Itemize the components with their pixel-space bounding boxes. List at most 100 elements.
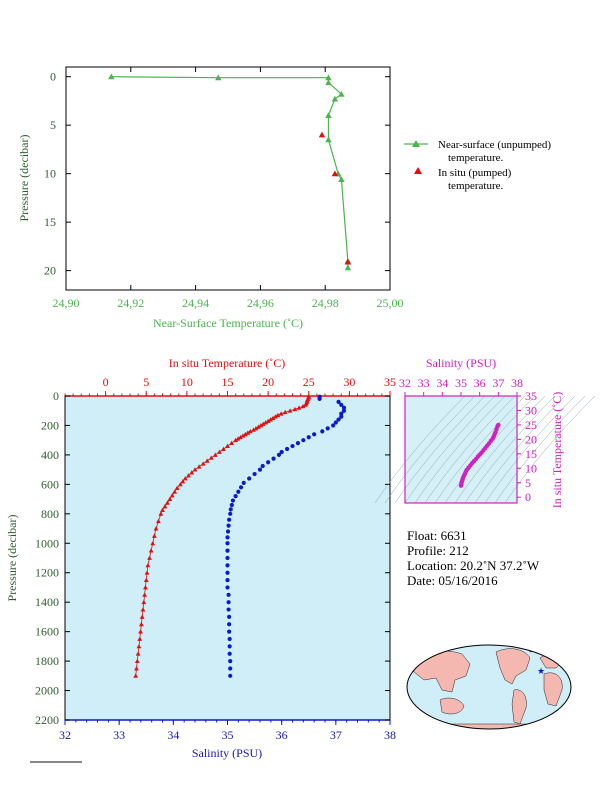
salinity-axis-tick-label: 33 bbox=[113, 728, 125, 742]
temperature-profile-point bbox=[282, 409, 288, 415]
temperature-profile-point bbox=[134, 666, 139, 671]
main-y-axis-label: Pressure (decibar) bbox=[5, 515, 19, 602]
salinity-axis-tick-label: 37 bbox=[330, 728, 342, 742]
salinity-profile-point bbox=[306, 435, 311, 440]
temperature-profile-point bbox=[233, 437, 239, 443]
temperature-profile-point bbox=[247, 428, 253, 434]
ts-temp-tick-label: 35 bbox=[525, 389, 537, 403]
salinity-profile-point bbox=[252, 471, 257, 477]
ts-salinity-tick-label: 36 bbox=[474, 376, 486, 390]
salinity-profile-point bbox=[257, 467, 263, 472]
temperature-profile-point bbox=[169, 493, 175, 498]
pressure-tick-label: 200 bbox=[41, 418, 59, 432]
ts-temp-tick-label: 25 bbox=[525, 418, 537, 432]
map-land-australia bbox=[439, 697, 465, 715]
map-land-africa bbox=[543, 672, 563, 707]
ts-salinity-tick-label: 34 bbox=[436, 376, 448, 390]
temperature-profile-point bbox=[150, 540, 156, 546]
temperature-profile-point bbox=[160, 507, 165, 513]
temperature-profile-point bbox=[134, 658, 140, 664]
temperature-profile-point bbox=[143, 577, 149, 583]
temperature-profile-point bbox=[196, 464, 202, 469]
pressure-tick-label: 1000 bbox=[35, 536, 59, 550]
temperature-profile-point bbox=[172, 489, 178, 494]
profile-date: Date: 05/16/2016 bbox=[407, 573, 498, 588]
salinity-profile-point bbox=[290, 443, 295, 449]
temperature-profile-point bbox=[138, 621, 144, 627]
salinity-profile-point bbox=[339, 411, 344, 416]
temperature-profile-point bbox=[221, 446, 226, 451]
profile-number: Profile: 212 bbox=[407, 543, 469, 558]
top-y-tick-label: 0 bbox=[50, 70, 56, 84]
temp-axis-tick-label: 30 bbox=[343, 375, 355, 389]
ts-salinity-tick-label: 33 bbox=[418, 376, 430, 390]
ts-isopycnal-line bbox=[384, 395, 476, 504]
ts-isopycnal-line bbox=[494, 395, 586, 504]
top-x-tick-label: 24,92 bbox=[117, 296, 144, 310]
ts-isopycnal-line bbox=[464, 395, 556, 504]
map-land-north-america bbox=[495, 648, 531, 685]
temp-axis-tick-label: 5 bbox=[143, 375, 149, 389]
insitu-temperature-point bbox=[331, 170, 339, 177]
unpumped-temperature-point bbox=[215, 74, 222, 81]
temperature-profile-point bbox=[144, 570, 150, 575]
top-x-tick-label: 24,98 bbox=[312, 296, 339, 310]
salinity-profile-point bbox=[241, 480, 246, 485]
top-y-tick-label: 5 bbox=[50, 118, 56, 132]
temp-axis-tick-label: 25 bbox=[303, 375, 315, 389]
salinity-profile-point bbox=[325, 426, 330, 431]
legend-label-unpumped-1: Near-surface (unpumped) bbox=[438, 139, 551, 151]
temperature-profile-point bbox=[296, 405, 302, 410]
ts-isopycnal-line bbox=[484, 395, 576, 504]
ts-isopycnal-line bbox=[474, 395, 566, 504]
salinity-profile-point bbox=[226, 600, 231, 605]
ts-temp-tick-label: 10 bbox=[525, 461, 537, 475]
temperature-profile-point bbox=[204, 458, 210, 463]
ts-salinity-tick-label: 35 bbox=[455, 376, 467, 390]
temperature-profile-point bbox=[263, 420, 269, 425]
top-x-axis-label: Near-Surface Temperature (˚C) bbox=[153, 316, 303, 330]
temperature-profile-point bbox=[135, 651, 141, 656]
salinity-axis-tick-label: 38 bbox=[384, 728, 396, 742]
temperature-profile-point bbox=[189, 470, 195, 475]
salinity-profile-point bbox=[312, 432, 317, 437]
ts-isopycnal-line bbox=[404, 395, 496, 504]
map-land-south-america bbox=[511, 689, 527, 725]
pressure-tick-label: 1800 bbox=[35, 654, 59, 668]
pressure-tick-label: 800 bbox=[41, 507, 59, 521]
float-info: Float: 6631 Profile: 212 Location: 20.2˚… bbox=[407, 528, 539, 588]
salinity-profile-point bbox=[225, 535, 230, 540]
temperature-profile-point bbox=[192, 467, 198, 472]
ts-temp-tick-label: 30 bbox=[525, 403, 537, 417]
legend-label-insitu-1: In situ (pumped) bbox=[438, 167, 512, 179]
ts-isopycnal-line bbox=[454, 395, 546, 504]
ts-temp-tick-label: 5 bbox=[525, 476, 531, 490]
salinity-profile-point bbox=[295, 441, 301, 446]
pressure-tick-label: 1200 bbox=[35, 566, 59, 580]
unpumped-temperature-point bbox=[344, 264, 352, 271]
temperature-profile-point bbox=[303, 402, 308, 407]
salinity-profile-point bbox=[331, 423, 336, 428]
salinity-profile-point bbox=[266, 460, 271, 465]
temperature-profile-point bbox=[258, 423, 264, 428]
ts-isopycnal-line bbox=[504, 395, 596, 504]
temperature-profile-point bbox=[255, 424, 261, 429]
temperature-profile-point bbox=[158, 511, 164, 516]
temperature-profile-point bbox=[143, 585, 148, 590]
top-x-tick-label: 24,96 bbox=[247, 296, 274, 310]
pressure-tick-label: 400 bbox=[41, 448, 59, 462]
salinity-profile-point bbox=[271, 456, 276, 461]
temperature-profile-point bbox=[245, 430, 251, 435]
salinity-profile-point bbox=[226, 607, 231, 612]
salinity-profile-point bbox=[238, 485, 244, 490]
unpumped-temperature-line bbox=[111, 76, 349, 268]
temperature-profile-point bbox=[174, 485, 180, 490]
top-x-tick-label: 24,90 bbox=[53, 296, 80, 310]
salinity-profile-point bbox=[225, 529, 231, 534]
salinity-profile-point bbox=[339, 414, 344, 419]
temperature-profile-point bbox=[138, 629, 143, 634]
ts-salinity-tick-label: 38 bbox=[511, 376, 523, 390]
float-id: Float: 6631 bbox=[407, 528, 467, 543]
top-legend: Near-surface (unpumped) temperature. In … bbox=[404, 139, 551, 192]
